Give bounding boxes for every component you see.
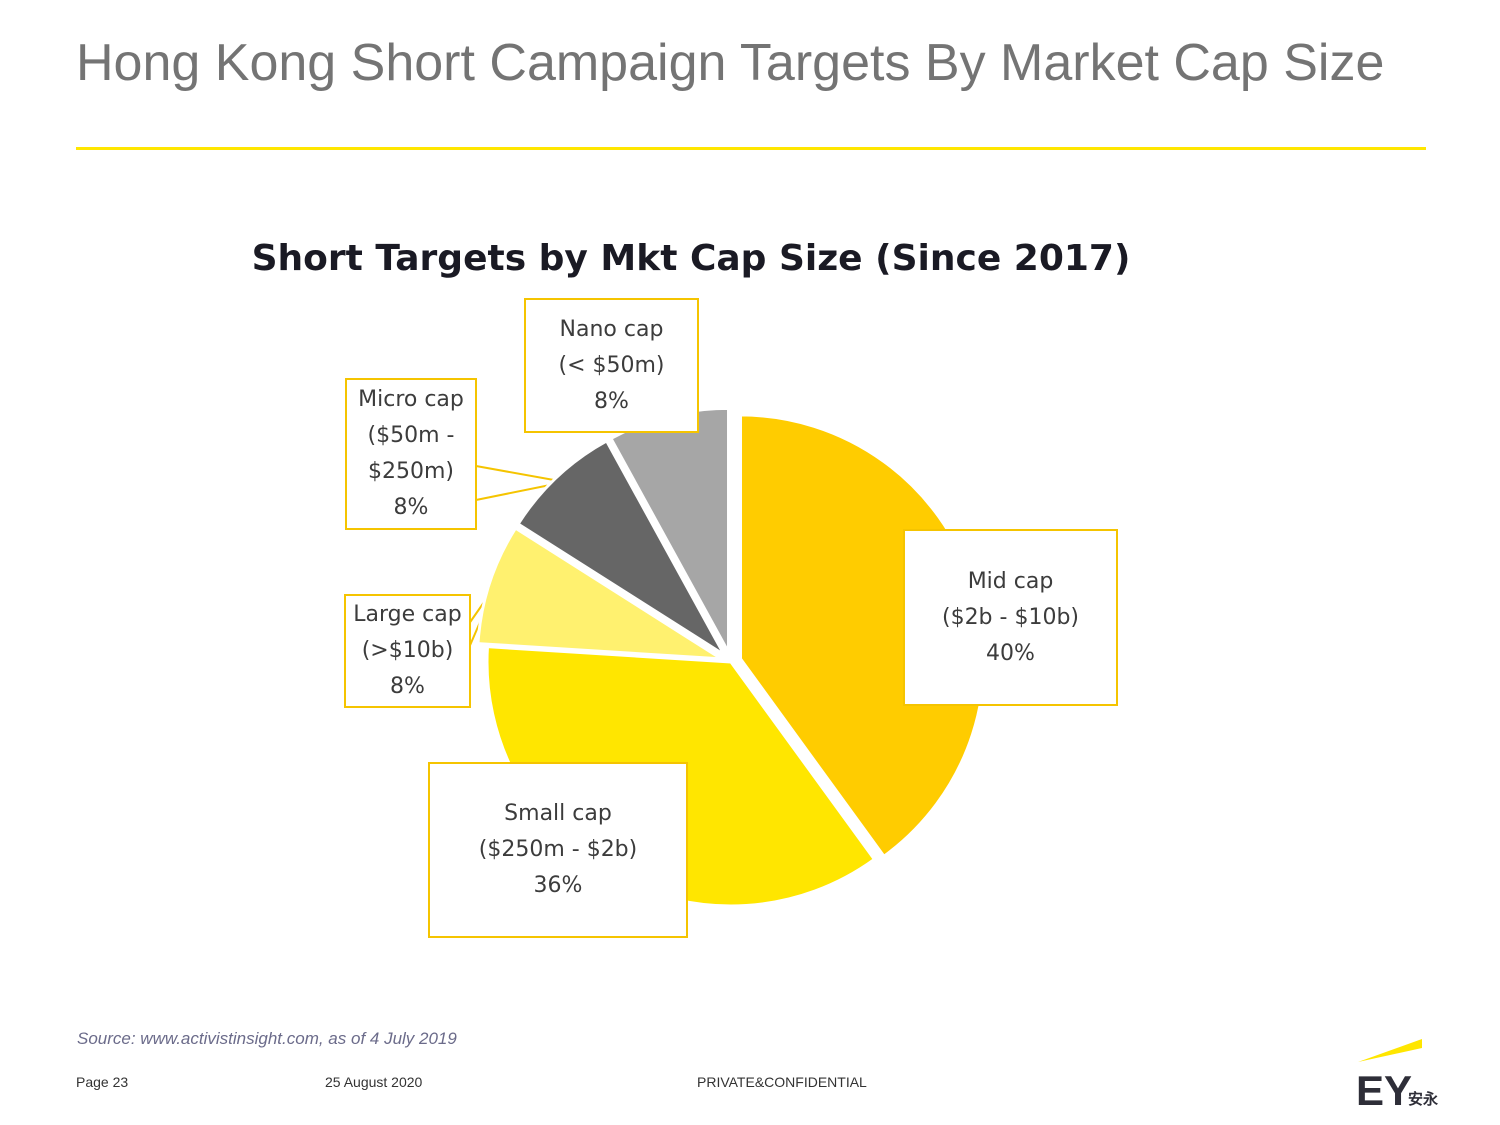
callout-micro-cap-range-line2: $250m) — [367, 459, 454, 484]
pie-slice-large-cap — [476, 526, 723, 661]
callout-large-cap-name: Large cap — [353, 602, 462, 627]
callout-large-cap: Large cap (>$10b) 8% — [344, 594, 471, 708]
page-number: Page 23 — [76, 1074, 129, 1090]
ey-logo-text: EY — [1356, 1067, 1412, 1110]
callout-small-cap-percent: 36% — [533, 873, 583, 898]
source-note: Source: www.activistinsight.com, as of 4… — [77, 1029, 457, 1048]
callout-nano-cap: Nano cap (< $50m) 8% — [524, 298, 699, 433]
callout-micro-cap-percent: 8% — [393, 495, 429, 520]
callout-nano-cap-name: Nano cap — [559, 316, 664, 342]
callout-small-cap-name: Small cap — [504, 801, 612, 826]
ey-logo-icon: EY 安永 — [1356, 1039, 1439, 1110]
chart-title: Short Targets by Mkt Cap Size (Since 201… — [251, 238, 1131, 279]
callout-nano-cap-percent: 8% — [594, 388, 629, 414]
ey-logo-chinese-text: 安永 — [1408, 1090, 1439, 1108]
callout-mid-cap-range: ($2b - $10b) — [941, 604, 1079, 630]
confidentiality-label: PRIVATE&CONFIDENTIAL — [697, 1074, 867, 1090]
callout-large-cap-percent: 8% — [390, 674, 425, 699]
callout-small-cap-range: ($250m - $2b) — [478, 837, 638, 862]
title-underline — [76, 147, 1426, 150]
pie-slice-micro-cap — [516, 438, 726, 656]
callout-micro-cap-range-line1: ($50m - — [367, 423, 455, 448]
callout-micro-cap-name: Micro cap — [358, 387, 464, 412]
callout-small-cap: Small cap ($250m - $2b) 36% — [428, 762, 688, 938]
footer-date: 25 August 2020 — [325, 1074, 423, 1090]
callout-mid-cap-name: Mid cap — [967, 568, 1054, 594]
callout-micro-cap: Micro cap ($50m - $250m) 8% — [345, 378, 477, 530]
callout-large-cap-range: (>$10b) — [361, 638, 454, 663]
callout-mid-cap: Mid cap ($2b - $10b) 40% — [903, 529, 1118, 706]
slide-title: Hong Kong Short Campaign Targets By Mark… — [76, 34, 1385, 92]
callout-nano-cap-range: (< $50m) — [558, 352, 665, 378]
callout-mid-cap-percent: 40% — [986, 640, 1035, 666]
